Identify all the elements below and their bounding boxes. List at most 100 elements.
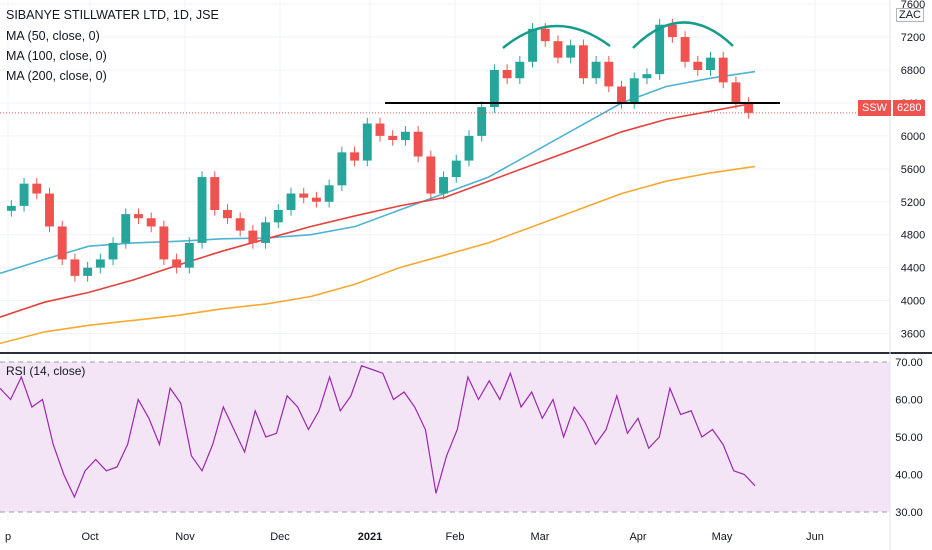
candle-body [337,152,347,186]
ma200-legend: MA (200, close, 0) [6,69,107,83]
candle-body [464,135,474,161]
rsi-indicator [0,365,756,499]
candle-body [172,259,182,268]
candle-body [362,123,372,161]
candle-body [121,214,131,243]
candle-body [502,70,512,79]
ma100-legend: MA (100, close, 0) [6,49,107,63]
time-tick-label: Apr [629,531,646,543]
candle-body [70,259,80,276]
rsi-band [0,362,890,512]
price-tick-label: 6800 [901,65,925,77]
candle-body [146,218,156,227]
candle-body [235,218,245,231]
candle-body [286,193,296,210]
price-tick-label: 3600 [901,329,925,341]
time-tick-label: Nov [175,531,195,543]
candle-body [540,28,550,42]
candle-body [693,61,703,70]
price-tick-label: 6000 [901,131,925,143]
right-shoulder-arc [632,21,734,49]
rsi-tick-label: 60.00 [895,395,923,407]
candle-body [744,102,754,113]
last-price-badge: 6280 [893,100,926,116]
candle-body [375,123,385,136]
candle-body [642,74,652,79]
candle-body [629,78,639,103]
candle-body [731,82,741,103]
rsi-tick-label: 30.00 [895,507,923,519]
candle-body [426,156,436,194]
price-tick-label: 4800 [901,230,925,242]
time-tick-label: p [5,531,11,543]
ma-line-3 [0,165,756,345]
candle-body [413,131,423,157]
candle-body [324,185,334,202]
candle-body [667,24,677,38]
rsi-tick-label: 40.00 [895,470,923,482]
time-tick-label: Oct [81,531,98,543]
candle-body [95,259,105,268]
candle-body [159,226,169,260]
candle-body [197,177,207,243]
time-tick-label: Feb [446,531,465,543]
currency-label[interactable]: ZAC [896,8,924,22]
candle-body [400,131,410,140]
candle-body [680,37,690,62]
time-tick-label: Jun [806,531,824,543]
candle-body [591,61,601,79]
ma-line-2 [0,102,756,318]
rsi-line [0,365,756,499]
price-tick-label: 7600 [901,0,925,11]
candle-body [45,193,54,227]
candle-body [311,197,321,202]
price-tick-label: 5200 [901,197,925,209]
candle-body [617,86,626,103]
candle-body [515,61,525,79]
candle-body [83,267,93,276]
candle-body [108,242,118,260]
symbol-badge: SSW [858,100,892,116]
rsi-tick-label: 70.00 [895,357,923,369]
rsi-tick-label: 50.00 [895,432,923,444]
candle-body [553,41,563,58]
candle-body [604,61,614,87]
time-tick-label: May [712,531,733,543]
candle-body [451,160,461,178]
time-tick-label: Dec [270,531,290,543]
candle-body [528,28,537,62]
price-tick-label: 4400 [901,263,925,275]
pattern-annotations [0,21,890,114]
candle-body [19,183,29,206]
candle-body [477,107,487,136]
candle-body [350,152,360,161]
candle-body [32,183,42,194]
chart-title: SIBANYE STILLWATER LTD, 1D, JSE [6,8,219,22]
candle-body [439,177,449,194]
axis-labels: 3600400044004800520056006000640068007200… [5,0,925,543]
candle-body [184,242,194,268]
time-tick-label: Mar [531,531,550,543]
rsi-legend: RSI (14, close) [6,364,86,378]
time-tick-label: 2021 [358,531,382,543]
candle-body [273,210,283,223]
candlesticks [6,18,754,282]
candle-body [489,70,499,108]
candle-body [578,45,588,79]
candle-body [248,230,258,243]
candle-body [57,226,67,260]
candle-body [6,205,16,211]
price-tick-label: 5600 [901,164,925,176]
candle-body [134,214,143,219]
ma50-legend: MA (50, close, 0) [6,29,100,43]
candle-body [299,193,309,198]
candle-body [718,57,728,83]
candle-body [388,135,398,140]
candle-body [566,45,576,58]
candle-body [706,57,715,70]
price-tick-label: 7200 [901,32,925,44]
candle-body [210,177,220,210]
price-tick-label: 4000 [901,296,925,308]
left-shoulder-arc [502,24,611,49]
